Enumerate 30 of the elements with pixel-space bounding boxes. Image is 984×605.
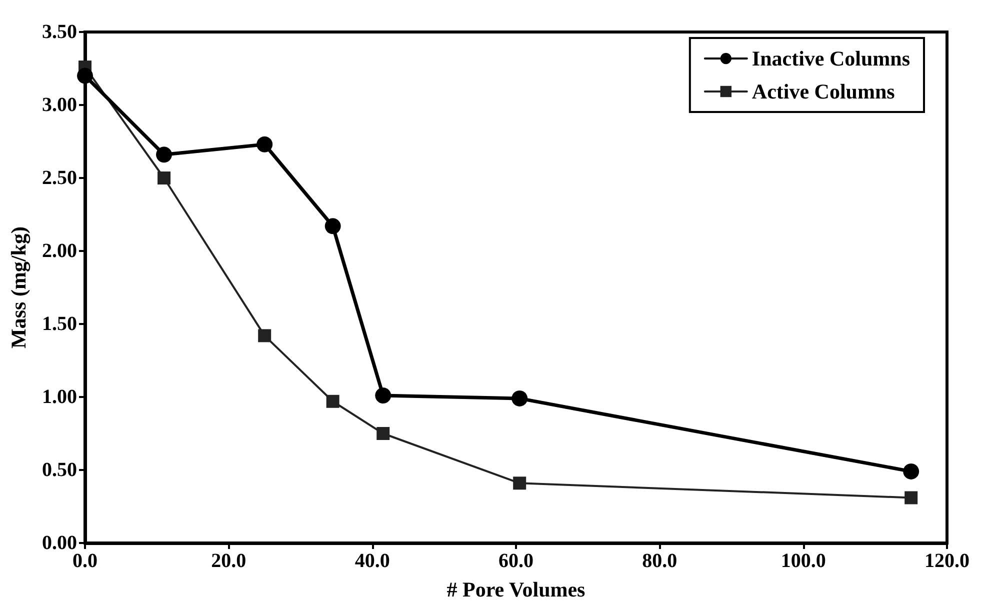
y-axis-title: Mass (mg/kg) [6, 226, 30, 348]
y-tick-label: 3.50 [42, 21, 77, 43]
point [326, 394, 340, 408]
y-tick-label: 3.00 [42, 94, 77, 116]
point [375, 388, 392, 404]
point [903, 463, 920, 480]
point [324, 218, 341, 234]
x-axis-title: # Pore Volumes [446, 578, 586, 602]
x-tick-label: 60.0 [498, 550, 534, 572]
x-tick-label: 100.0 [780, 550, 826, 572]
legend-label: Active Columns [752, 80, 895, 104]
point [513, 476, 526, 490]
point [904, 491, 918, 504]
point [256, 136, 273, 152]
y-tick-label: 2.00 [42, 240, 77, 262]
x-tick-label: 20.0 [211, 550, 246, 572]
point [158, 172, 171, 184]
x-tick-label: 120.0 [924, 550, 970, 572]
point [77, 68, 93, 84]
point [156, 146, 172, 163]
y-tick-label: 0.50 [42, 459, 77, 481]
y-tick-label: 2.50 [42, 167, 77, 189]
point [512, 390, 528, 406]
x-tick-label: 40.0 [354, 550, 390, 572]
x-tick-label: 80.0 [642, 550, 678, 572]
y-tick-label: 1.50 [42, 313, 77, 335]
legend-label: Inactive Columns [752, 46, 910, 70]
point [376, 427, 390, 440]
point [258, 329, 272, 342]
y-tick-label: 1.00 [42, 386, 77, 408]
